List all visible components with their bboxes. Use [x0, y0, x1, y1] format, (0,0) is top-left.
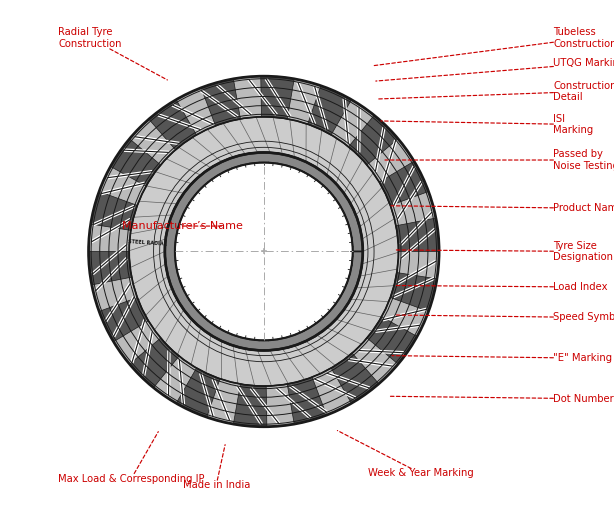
- Polygon shape: [130, 338, 179, 388]
- Polygon shape: [176, 368, 220, 417]
- Polygon shape: [349, 115, 398, 165]
- Polygon shape: [391, 272, 437, 311]
- Text: Manufacturer’s Name: Manufacturer’s Name: [122, 221, 243, 231]
- Text: Dot Numbering: Dot Numbering: [389, 394, 614, 404]
- Polygon shape: [165, 152, 363, 351]
- Text: Max Load & Corresponding IP: Max Load & Corresponding IP: [58, 432, 204, 484]
- Polygon shape: [396, 218, 439, 251]
- Polygon shape: [111, 139, 161, 186]
- Polygon shape: [99, 298, 149, 342]
- Polygon shape: [379, 161, 429, 205]
- Polygon shape: [88, 76, 439, 427]
- Text: Product Name: Product Name: [391, 203, 614, 213]
- Polygon shape: [367, 316, 417, 364]
- Text: Construction
Detail: Construction Detail: [378, 81, 614, 102]
- Polygon shape: [149, 100, 196, 150]
- Polygon shape: [91, 192, 138, 231]
- Text: ISI
Marking: ISI Marking: [381, 114, 594, 135]
- Text: Radial Tyre
Construction: Radial Tyre Construction: [58, 27, 168, 80]
- Text: Load Index: Load Index: [395, 282, 608, 292]
- Polygon shape: [201, 79, 241, 126]
- Circle shape: [178, 166, 349, 337]
- Text: Tubeless
Construction: Tubeless Construction: [373, 27, 614, 66]
- Text: UTQG Marking: UTQG Marking: [376, 58, 614, 81]
- Text: Tyre Size
Designation: Tyre Size Designation: [395, 241, 613, 262]
- Polygon shape: [233, 384, 267, 427]
- Polygon shape: [261, 76, 294, 119]
- Text: Made in India: Made in India: [182, 444, 250, 490]
- Text: Passed by
Noise Testing: Passed by Noise Testing: [385, 149, 614, 171]
- Polygon shape: [308, 86, 351, 135]
- Polygon shape: [331, 353, 379, 403]
- Text: STEEL RADIAL: STEEL RADIAL: [128, 239, 167, 247]
- Circle shape: [86, 74, 441, 429]
- Polygon shape: [88, 251, 131, 285]
- Text: Week & Year Marking: Week & Year Marking: [338, 431, 474, 479]
- Text: Speed Symbol: Speed Symbol: [395, 312, 614, 323]
- Text: "E" Marking: "E" Marking: [392, 353, 613, 363]
- Polygon shape: [287, 377, 327, 424]
- Polygon shape: [129, 117, 398, 386]
